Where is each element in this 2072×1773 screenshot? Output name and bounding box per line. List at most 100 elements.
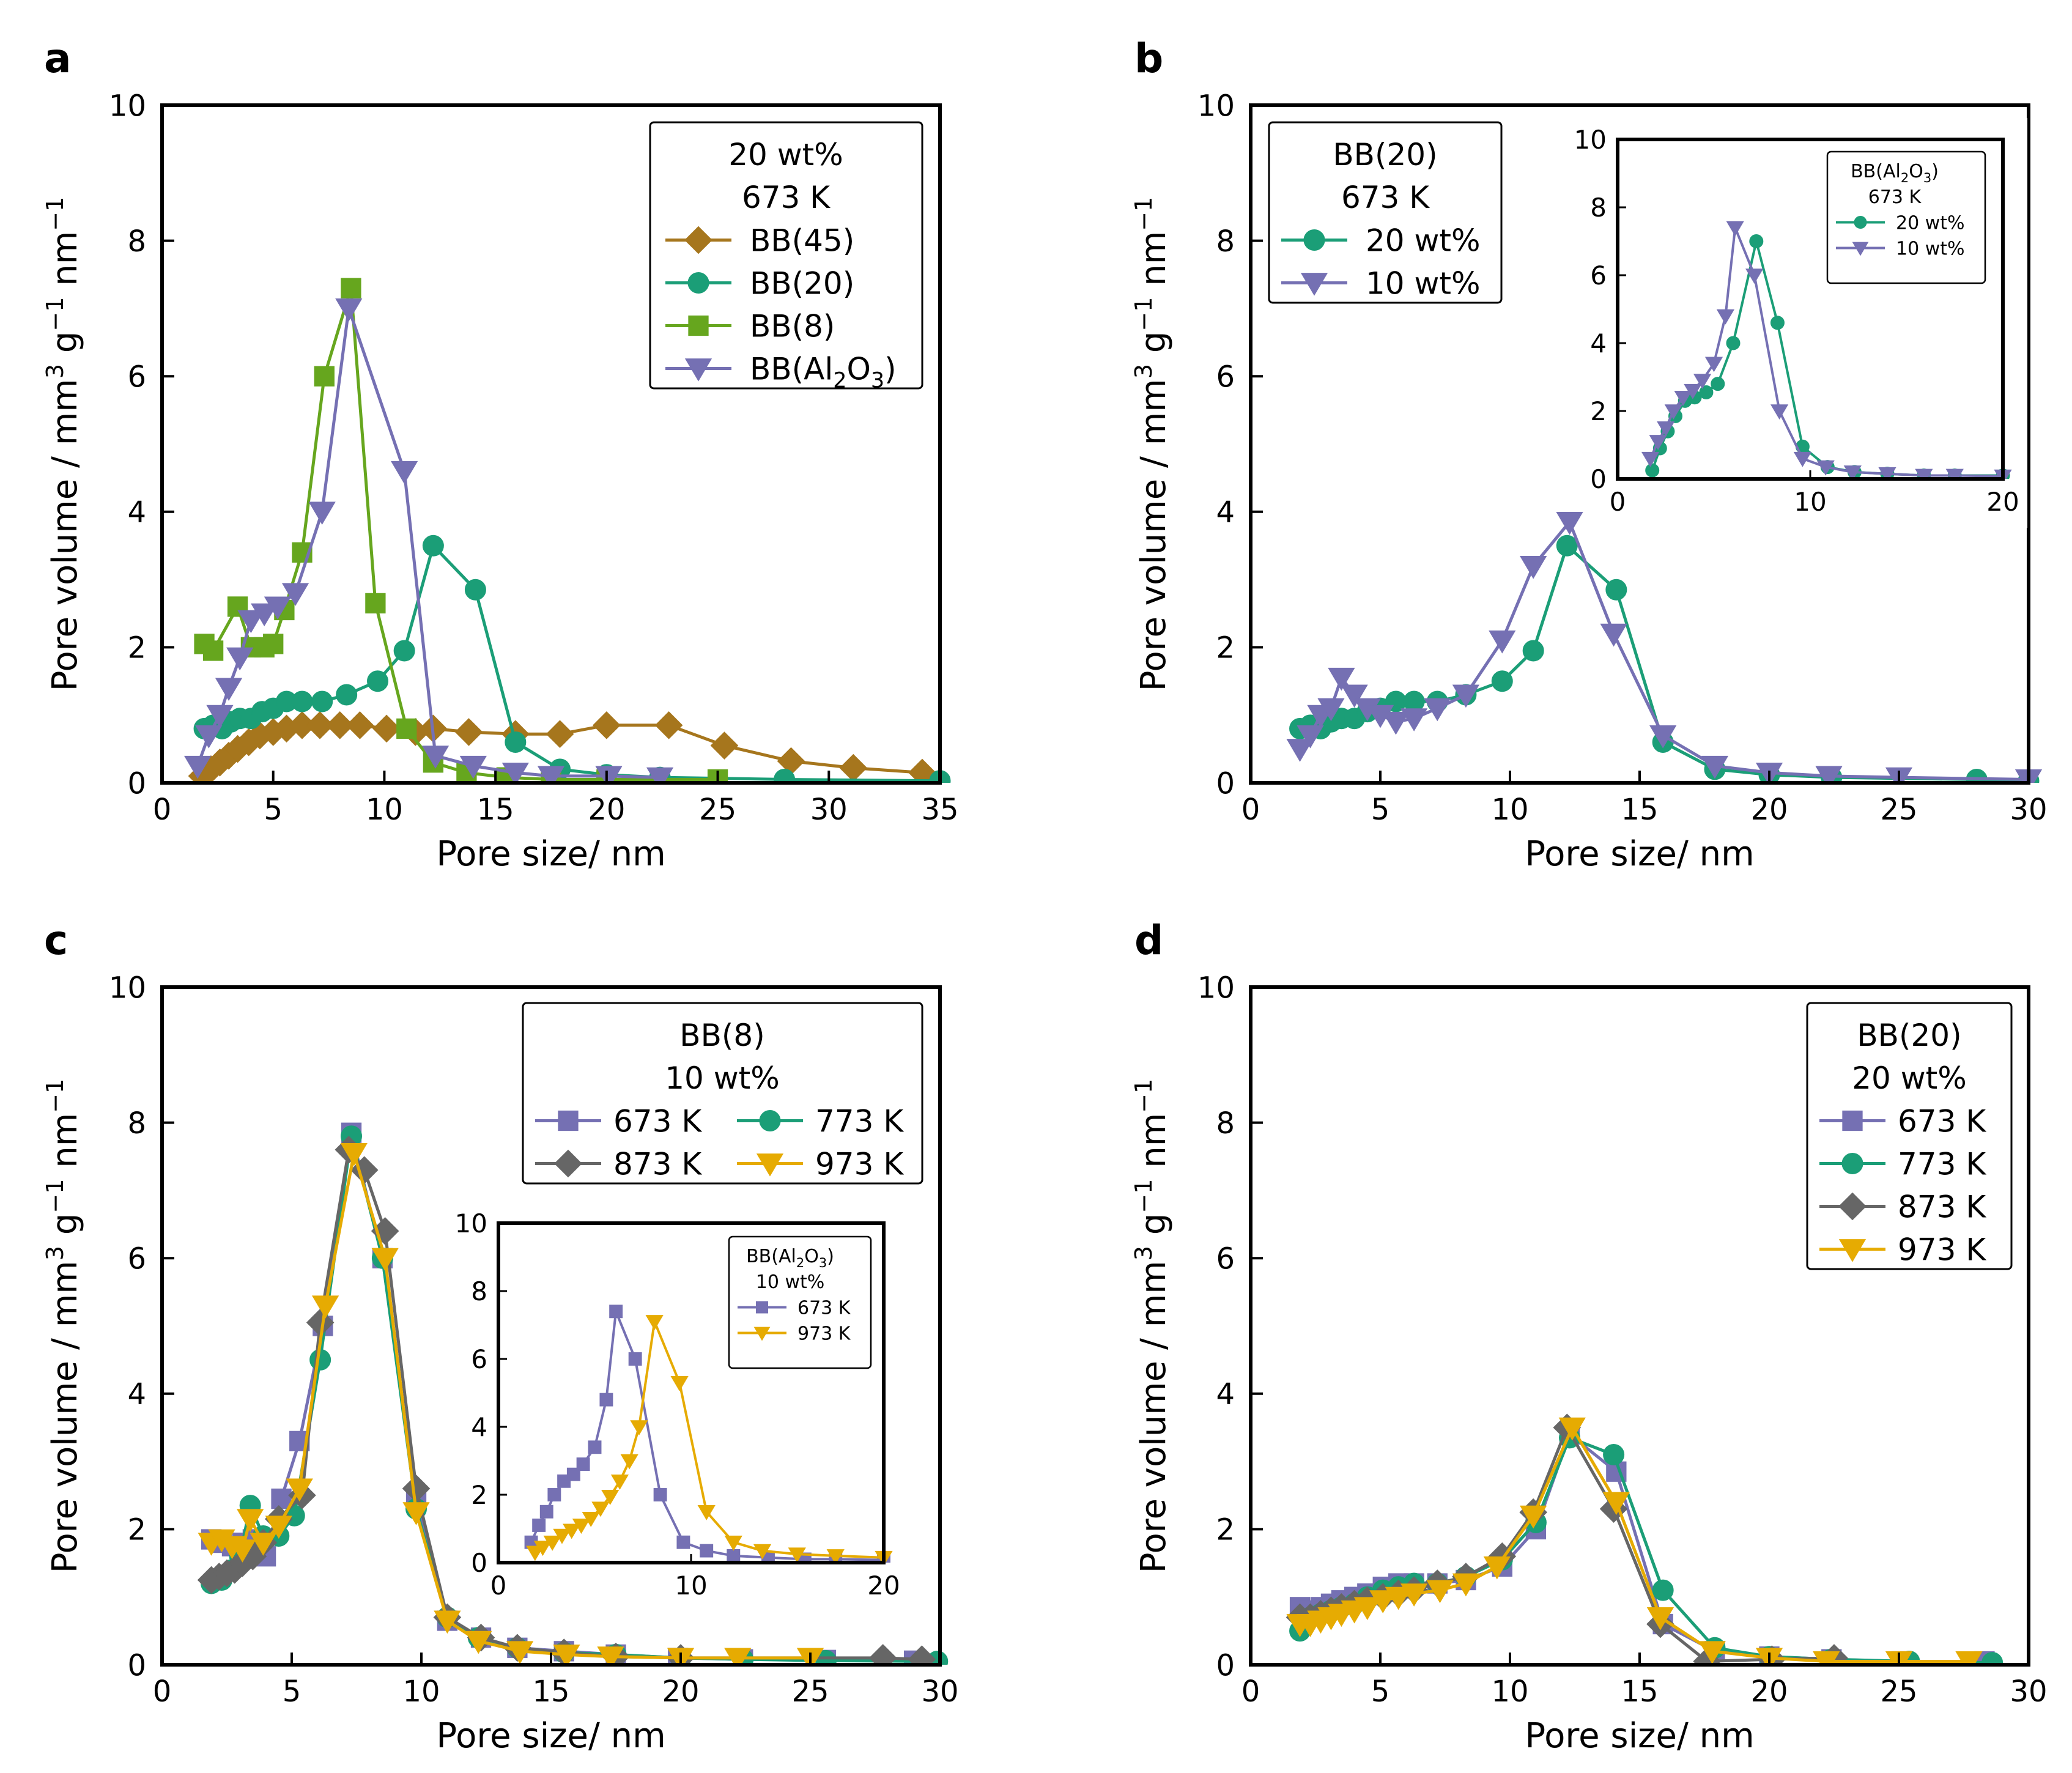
panel-b-inset-series-0-point-0 [1645,463,1660,478]
panel-b-xtick-label-1: 5 [1371,793,1390,827]
panel-d-series-3-point-12 [1483,1556,1511,1580]
panel-c-inset-legend-label-1: 973 K [797,1323,851,1344]
panel-a-legend-frame [649,121,923,390]
panel-a-legend-marker-0 [684,226,712,254]
panel-a-series-0-point-20 [654,711,683,739]
panel-a-series-3-point-16 [595,766,623,783]
panel-a-series-1-line [204,544,941,783]
panel-c-inset-series-1-point-12 [645,1315,664,1330]
panel-d-xtick-label-4: 20 [1750,1675,1788,1709]
panel-b-legend: BB(20) 673 K 20 wt% 10 wt% [1268,121,1503,304]
panel-c-inset-xtick-label-1: 10 [675,1571,707,1601]
panel-b-xtick-label-3: 15 [1621,793,1658,827]
panel-d-legend: BB(20) 20 wt% 673 K 773 K 873 K 973 K [1806,1002,2013,1270]
panel-c-inset-legend-label-0: 673 K [797,1297,851,1319]
panel-b-xtick-label-0: 0 [1241,793,1260,827]
panel-a-ytick-label-4: 8 [127,224,146,259]
panel-a-series-3-point-7 [264,596,292,620]
panel-a-legend-title-0: 20 wt% [728,137,843,172]
panel-c-inset-series-1-point-18 [826,1549,845,1563]
panel-a-series-0-point-11 [325,711,354,739]
panel-c-inset-series-1-point-7 [591,1501,610,1517]
panel-d-series-3-point-8 [1385,1586,1412,1610]
panel-d-series-3-line [1300,1426,1969,1663]
panel-c-ytick-label-1: 2 [127,1513,146,1547]
panel-a-series-3-point-4 [226,647,254,671]
panel-b-ytick-label-2: 4 [1216,495,1235,530]
panel-b-series-1-point-19 [1815,766,1843,783]
panel-b-inset-series-0-point-9 [1749,234,1764,248]
panel-d-ylabel: Pore volume / mm3​ g−1​ nm−1​ [1130,1079,1174,1574]
panel-b-series-1-point-14 [1556,511,1583,535]
panel-b-inset-series-1-point-15 [1878,467,1896,479]
panel-a-xtick-label-1: 5 [264,793,283,827]
panel-d-ytick-label-2: 4 [1216,1377,1235,1412]
panel-d-legend-marker-1 [1841,1153,1863,1174]
panel-b-inset-series-1-point-16 [1915,468,1933,479]
panel-b-inset-series-1-point-13 [1816,460,1835,476]
panel-c-legend-marker-1 [759,1110,781,1131]
panel-b-xtick-label-5: 25 [1880,793,1917,827]
panel-d-legend-label-3: 973 K [1898,1232,1986,1268]
panel-c-series-3-point-18 [724,1648,752,1665]
panel-d-series-1-point-15 [1603,1444,1625,1466]
panel-c-inset-series-1-point-10 [620,1454,638,1470]
panel-c-legend-label-0: 673 K [613,1104,702,1139]
panel-c-inset-ytick-label-4: 8 [471,1276,487,1306]
panel-b-inset-legend-label-1: 10 wt% [1896,238,1965,259]
panel-b-inset-series-1-point-0 [1641,451,1660,467]
panel-c-series-3-point-3 [229,1539,256,1563]
panel-a-series-2-point-9 [341,278,361,298]
panel-a-series-0-point-10 [306,711,334,739]
panel-b-series-1-point-15 [1600,623,1627,647]
panel-d-xtick-label-2: 10 [1491,1675,1528,1709]
panel-b-ytick-label-5: 10 [1197,89,1235,123]
panel-c-plot-area [197,1122,949,1665]
panel-b-series-1-point-0 [1286,739,1314,762]
panel-a-series-0-point-23 [839,753,868,782]
panel-d-xtick-label-5: 25 [1880,1675,1917,1709]
panel-b-inset-axes: 0 10 20 0 2 4 6 8 10 BB(Al2​O3​)673 K 20 wt% 10 wt% [1574,125,2019,517]
panel-a-series-1-point-12 [367,670,389,692]
panel-a-ytick-label-3: 6 [127,360,146,394]
panel-d-series-3-point-9 [1400,1583,1428,1607]
panel-b-series-0-point-13 [1522,640,1544,662]
panel-d-label: d [1134,917,1163,964]
panel-c-inset-series-1-point-9 [610,1474,629,1490]
panel-c-legend-label-3: 973 K [815,1147,904,1182]
panel-b-ytick-label-4: 8 [1216,224,1235,259]
panel-c-series-3-point-15 [553,1644,580,1665]
panel-a-series-0-point-21 [710,731,739,760]
panel-c-series-3-point-11 [402,1502,430,1525]
panel-b-series-1-point-4 [1328,667,1355,691]
panel-a-series-1-point-9 [291,690,313,713]
panel-d-series-0-line [1299,1432,1985,1663]
panel-a-series-1-point-14 [422,535,444,557]
panel-a-legend-label-1: BB(20) [750,266,854,302]
panel-d-legend-marker-0 [1842,1110,1863,1131]
panel-c-inset-axes: 0 10 20 0 2 4 6 8 10 BB(Al2​O3​)10 wt% 673 K 973 K [455,1209,900,1601]
panel-b-inset-legend-marker-0 [1854,216,1867,229]
panel-b-inset-ytick-label-2: 4 [1590,328,1607,358]
panel-c-inset-series-0-point-12 [676,1535,690,1549]
panel-b-legend-title-1: 673 K [1341,180,1430,215]
panel-b-inset-xtick-label-1: 10 [1794,487,1826,517]
panel-c-inset-xtick-label-0: 0 [490,1571,507,1601]
panel-a-series-3-point-0 [184,755,212,779]
panel-b-legend-marker-1 [1300,273,1328,296]
panel-d-series-3-point-6 [1353,1597,1381,1620]
panel-a-series-1-point-16 [505,731,527,753]
panel-d-series-3-point-10 [1426,1580,1454,1604]
panel-d-series-3-point-19 [1813,1651,1840,1665]
panel-c-inset-legend: BB(Al2​O3​)10 wt% 673 K 973 K [728,1235,872,1369]
panel-b-inset-ytick-label-5: 10 [1574,125,1607,155]
panel-b-inset-xtick-label-0: 0 [1610,487,1626,517]
panel-b-ytick-label-0: 0 [1216,766,1235,801]
panel-d-xtick-label-3: 15 [1621,1675,1658,1709]
panel-a-legend-title-1: 673 K [742,180,831,215]
panel-b-inset-ytick-label-3: 6 [1590,261,1607,291]
panel-c-inset-series-1-point-17 [788,1547,806,1563]
panel-a-series-3-point-6 [251,603,278,627]
panel-c-inset-series-1-point-4 [563,1523,581,1539]
panel-d-legend-title-0: BB(20) [1857,1018,1961,1053]
